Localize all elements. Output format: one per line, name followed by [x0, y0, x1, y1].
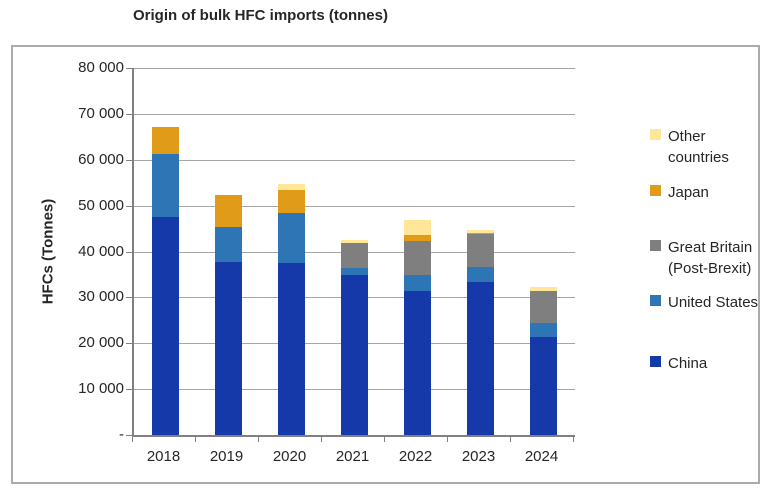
stacked-bar-2019: [215, 194, 242, 435]
gridline: [134, 113, 575, 115]
legend-item-japan: Japan: [650, 182, 709, 203]
bar-segment-united-states: [152, 154, 179, 218]
legend-swatch: [650, 356, 661, 367]
bar-segment-japan: [152, 126, 179, 155]
stacked-bar-2024: [530, 286, 557, 435]
y-axis-tick-label: 20 000: [78, 334, 124, 352]
stacked-bar-2022: [404, 219, 431, 435]
x-tick-mark: [321, 437, 322, 442]
y-tick-mark: [126, 159, 132, 161]
legend-item-china: China: [650, 353, 707, 374]
bar-segment-other-countries: [278, 183, 305, 190]
legend-item-united-states: United States: [650, 292, 758, 313]
x-axis-category-label: 2018: [146, 448, 181, 465]
x-tick-mark: [384, 437, 385, 442]
legend-swatch: [650, 295, 661, 306]
x-axis-category-label: 2021: [335, 448, 370, 465]
legend-swatch: [650, 129, 661, 140]
x-tick-mark: [510, 437, 511, 442]
x-axis-category-label: 2022: [398, 448, 433, 465]
y-tick-mark: [126, 251, 132, 253]
x-axis-category-label: 2023: [461, 448, 496, 465]
gridline: [134, 159, 575, 161]
bar-segment-other-countries: [341, 239, 368, 243]
y-axis-tick-label: 70 000: [78, 104, 124, 122]
gridline: [134, 68, 575, 69]
bar-segment-china: [152, 217, 179, 435]
plot-area: [132, 68, 575, 437]
bar-segment-china: [278, 262, 305, 435]
legend-label: Great Britain (Post-Brexit): [668, 239, 753, 277]
bar-segment-united-states: [404, 274, 431, 292]
chart-outer-border: [11, 45, 760, 484]
bar-segment-other-countries: [530, 286, 557, 292]
y-axis-tick-label: 40 000: [78, 242, 124, 260]
y-axis-title: HFCs (Tonnes): [39, 198, 57, 305]
x-axis-category-label: 2020: [272, 448, 307, 465]
x-axis-category-label: 2024: [524, 448, 559, 465]
legend-label: United States: [668, 294, 759, 311]
y-tick-mark: [126, 343, 132, 345]
y-axis-tick-label: 10 000: [78, 380, 124, 398]
legend-label: Other countries: [668, 128, 729, 166]
y-tick-mark: [126, 389, 132, 391]
bar-segment-japan: [215, 194, 242, 228]
x-tick-mark: [258, 437, 259, 442]
x-tick-mark: [195, 437, 196, 442]
bar-segment-great-britain-post-brexit-: [467, 234, 494, 267]
legend-item-great-britain-post-brexit-: Great Britain (Post-Brexit): [650, 237, 752, 279]
legend-label: Japan: [668, 184, 709, 201]
y-tick-mark: [126, 205, 132, 207]
x-tick-mark: [573, 437, 574, 442]
y-axis-tick-label: -: [119, 426, 124, 443]
bar-segment-japan: [404, 235, 431, 242]
bar-segment-china: [530, 336, 557, 435]
legend-swatch: [650, 185, 661, 196]
bar-segment-china: [467, 282, 494, 435]
y-tick-mark: [126, 113, 132, 115]
x-tick-mark: [132, 437, 133, 442]
stacked-bar-2023: [467, 229, 494, 435]
bar-segment-china: [215, 262, 242, 435]
bar-segment-great-britain-post-brexit-: [341, 242, 368, 269]
y-tick-mark: [126, 297, 132, 299]
stacked-bar-2018: [152, 126, 179, 435]
y-axis-tick-label: 80 000: [78, 59, 124, 76]
legend-swatch: [650, 240, 661, 251]
bar-segment-united-states: [341, 268, 368, 276]
bar-segment-other-countries: [467, 229, 494, 233]
bar-segment-united-states: [215, 227, 242, 263]
bar-segment-china: [404, 291, 431, 435]
x-axis-category-label: 2019: [209, 448, 244, 465]
y-axis-tick-label: 50 000: [78, 196, 124, 214]
x-tick-mark: [447, 437, 448, 442]
y-tick-mark: [126, 435, 132, 436]
y-axis-tick-label: 30 000: [78, 288, 124, 306]
bar-segment-united-states: [278, 212, 305, 263]
chart-title: Origin of bulk HFC imports (tonnes): [133, 7, 388, 24]
y-tick-mark: [126, 68, 132, 69]
bar-segment-other-countries: [404, 219, 431, 236]
gridline: [134, 205, 575, 207]
bar-segment-japan: [278, 189, 305, 213]
bar-segment-united-states: [530, 323, 557, 337]
bar-segment-japan: [467, 232, 494, 235]
stacked-bar-2021: [341, 239, 368, 435]
legend-label: China: [668, 355, 708, 372]
bar-segment-united-states: [467, 266, 494, 283]
bar-segment-great-britain-post-brexit-: [530, 291, 557, 324]
bar-segment-great-britain-post-brexit-: [404, 241, 431, 275]
y-axis-tick-label: 60 000: [78, 150, 124, 168]
legend-item-other-countries: Other countries: [650, 126, 770, 168]
bar-segment-china: [341, 275, 368, 435]
stacked-bar-2020: [278, 183, 305, 435]
